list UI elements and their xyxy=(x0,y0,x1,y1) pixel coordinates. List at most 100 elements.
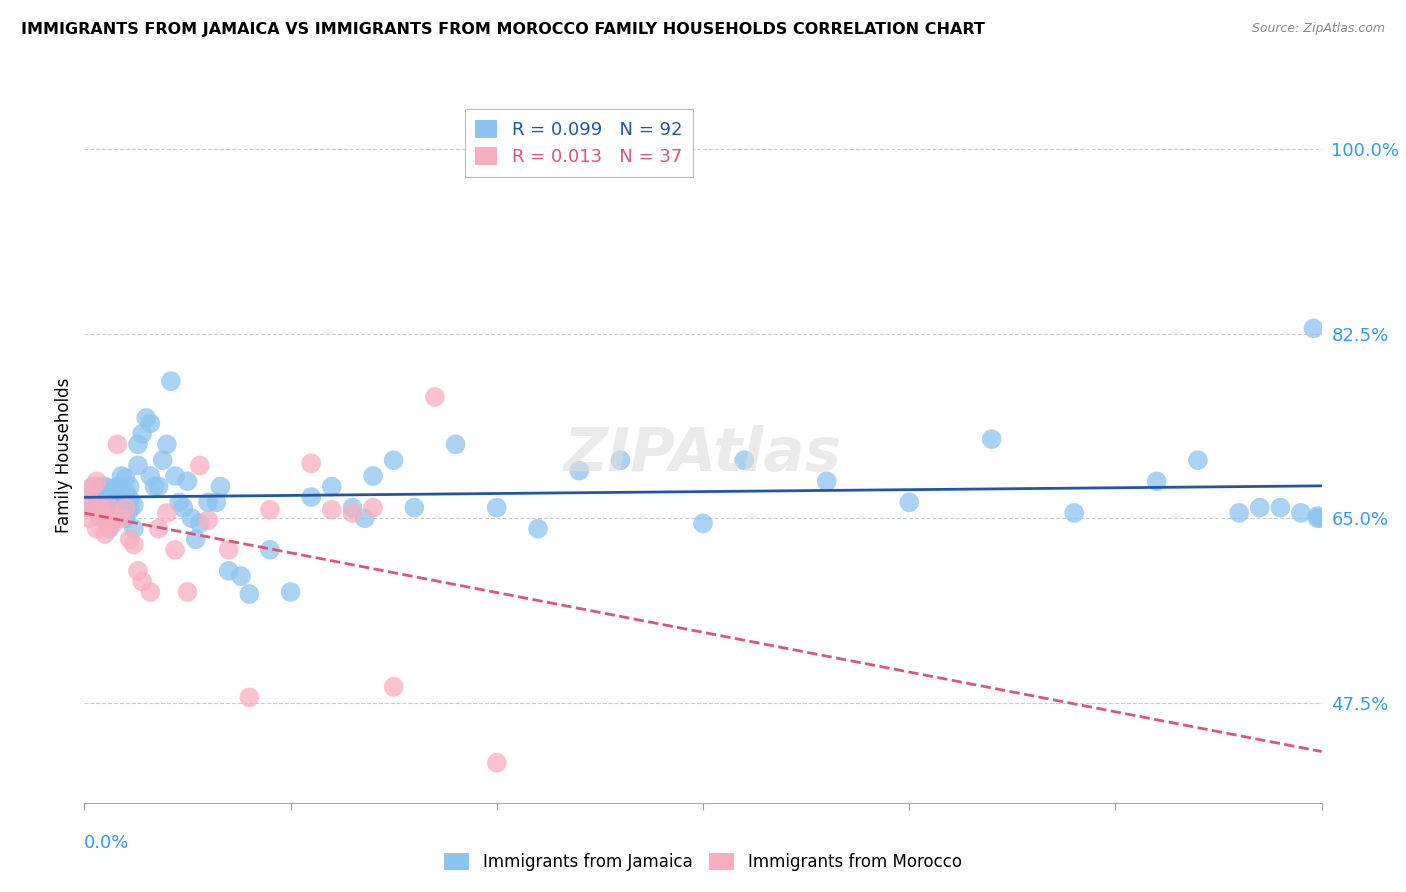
Point xyxy=(527,522,550,536)
Point xyxy=(152,453,174,467)
Point xyxy=(197,495,219,509)
Point xyxy=(103,482,125,496)
Point xyxy=(209,479,232,493)
Point xyxy=(127,564,149,578)
Point xyxy=(1063,506,1085,520)
Point xyxy=(1187,453,1209,467)
Point xyxy=(135,411,157,425)
Point xyxy=(423,390,446,404)
Point xyxy=(118,479,141,493)
Point xyxy=(139,585,162,599)
Point xyxy=(980,432,1002,446)
Point xyxy=(105,495,128,509)
Point xyxy=(184,533,207,547)
Point xyxy=(86,475,108,489)
Point xyxy=(122,537,145,551)
Point xyxy=(815,475,838,489)
Point xyxy=(103,506,125,520)
Point xyxy=(98,516,121,531)
Point xyxy=(139,469,162,483)
Point xyxy=(1270,500,1292,515)
Point xyxy=(382,453,405,467)
Point xyxy=(238,690,260,705)
Point xyxy=(1302,321,1324,335)
Point xyxy=(103,516,125,531)
Point xyxy=(127,458,149,473)
Point xyxy=(90,511,112,525)
Point xyxy=(156,506,179,520)
Point xyxy=(105,511,128,525)
Point xyxy=(148,479,170,493)
Point xyxy=(122,499,145,513)
Point xyxy=(98,482,121,496)
Point xyxy=(609,453,631,467)
Point xyxy=(167,495,190,509)
Point xyxy=(82,479,104,493)
Point xyxy=(114,484,136,499)
Point xyxy=(94,506,117,520)
Point xyxy=(382,680,405,694)
Point xyxy=(321,502,343,516)
Point xyxy=(77,490,100,504)
Point xyxy=(82,500,104,515)
Point xyxy=(342,500,364,515)
Point xyxy=(77,500,100,515)
Text: 0.0%: 0.0% xyxy=(84,834,129,852)
Point xyxy=(143,479,166,493)
Point xyxy=(105,437,128,451)
Point xyxy=(105,479,128,493)
Point xyxy=(103,492,125,507)
Point xyxy=(110,479,132,493)
Point xyxy=(118,492,141,507)
Point xyxy=(82,479,104,493)
Point xyxy=(180,511,202,525)
Point xyxy=(118,502,141,516)
Point xyxy=(361,469,384,483)
Point xyxy=(361,500,384,515)
Legend: Immigrants from Jamaica, Immigrants from Morocco: Immigrants from Jamaica, Immigrants from… xyxy=(437,847,969,878)
Point xyxy=(197,513,219,527)
Point xyxy=(172,500,194,515)
Point xyxy=(692,516,714,531)
Point xyxy=(82,490,104,504)
Point xyxy=(1146,475,1168,489)
Text: Source: ZipAtlas.com: Source: ZipAtlas.com xyxy=(1251,22,1385,36)
Point xyxy=(229,569,252,583)
Point xyxy=(165,469,187,483)
Point xyxy=(110,492,132,507)
Point xyxy=(404,500,426,515)
Point xyxy=(110,484,132,499)
Point xyxy=(259,542,281,557)
Point xyxy=(94,490,117,504)
Point xyxy=(110,469,132,483)
Point xyxy=(114,500,136,515)
Point xyxy=(1249,500,1271,515)
Point xyxy=(898,495,921,509)
Point xyxy=(118,533,141,547)
Point xyxy=(77,511,100,525)
Y-axis label: Family Households: Family Households xyxy=(55,377,73,533)
Point xyxy=(98,495,121,509)
Point xyxy=(148,522,170,536)
Point xyxy=(176,475,198,489)
Point xyxy=(114,471,136,485)
Point xyxy=(90,500,112,515)
Point xyxy=(160,374,183,388)
Point xyxy=(98,522,121,536)
Point xyxy=(94,479,117,493)
Point xyxy=(188,516,211,531)
Point xyxy=(733,453,755,467)
Point xyxy=(105,490,128,504)
Point xyxy=(205,495,228,509)
Point xyxy=(98,500,121,515)
Point xyxy=(114,500,136,515)
Point xyxy=(1306,509,1329,524)
Point xyxy=(485,756,508,770)
Point xyxy=(238,587,260,601)
Point xyxy=(280,585,302,599)
Point xyxy=(122,522,145,536)
Point xyxy=(259,502,281,516)
Point xyxy=(110,511,132,525)
Point xyxy=(90,506,112,520)
Point xyxy=(156,437,179,451)
